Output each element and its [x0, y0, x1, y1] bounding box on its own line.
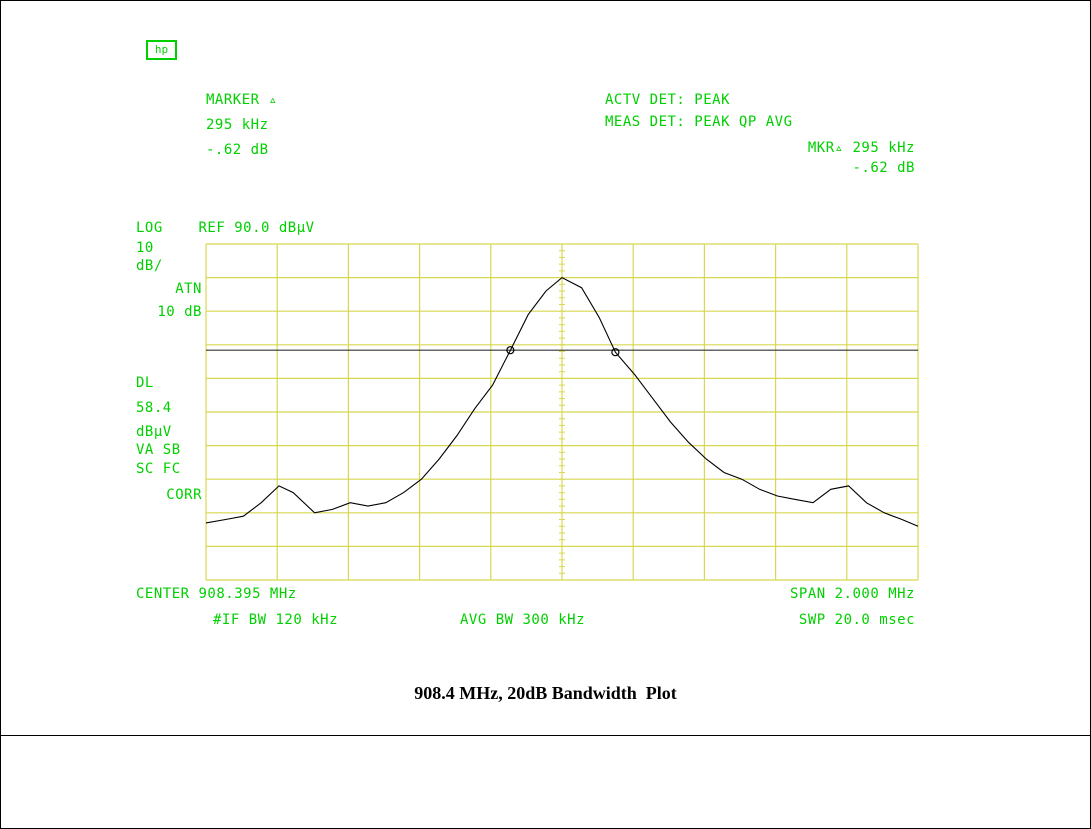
va-sb-label: VA SB: [136, 442, 181, 458]
marker-points: [506, 346, 620, 357]
measure-detector: MEAS DET: PEAK QP AVG: [605, 114, 793, 130]
hp-logo-icon: hp: [146, 40, 177, 60]
scale-unit: dB/: [136, 258, 163, 274]
active-detector: ACTV DET: PEAK: [605, 92, 731, 108]
average-bandwidth: AVG BW 300 kHz: [460, 612, 586, 628]
sweep-time: SWP 20.0 msec: [798, 612, 915, 628]
frequency-span: SPAN 2.000 MHz: [789, 586, 915, 602]
marker-delta-frequency: MKR▵ 295 kHz: [807, 140, 915, 156]
spectrum-trace: [205, 276, 919, 527]
marker-frequency: 295 kHz: [206, 117, 269, 133]
plot-grid: [205, 243, 919, 581]
sc-fc-label: SC FC: [136, 461, 181, 477]
if-bandwidth: #IF BW 120 kHz: [213, 612, 339, 628]
marker-point-1: [506, 346, 515, 355]
display-line-unit: dBμV: [136, 424, 172, 440]
attenuation-label: ATN: [175, 281, 202, 297]
marker-delta-amplitude: -.62 dB: [852, 160, 915, 176]
marker-point-2: [611, 348, 620, 357]
scale-value: 10: [136, 240, 154, 256]
center-frequency: CENTER 908.395 MHz: [136, 586, 297, 602]
divider-line: [0, 735, 1091, 736]
marker-amplitude: -.62 dB: [206, 142, 269, 158]
marker-label: MARKER ▵: [206, 92, 278, 108]
corr-label: CORR: [166, 487, 202, 503]
spectrum-trace-line: [205, 276, 919, 527]
display-line-label: DL: [136, 375, 154, 391]
reference-level: LOG REF 90.0 dBμV: [136, 220, 315, 236]
attenuation-value: 10 dB: [157, 304, 202, 320]
figure-caption: 908.4 MHz, 20dB Bandwidth Plot: [414, 683, 677, 703]
display-line-value: 58.4: [136, 400, 172, 416]
